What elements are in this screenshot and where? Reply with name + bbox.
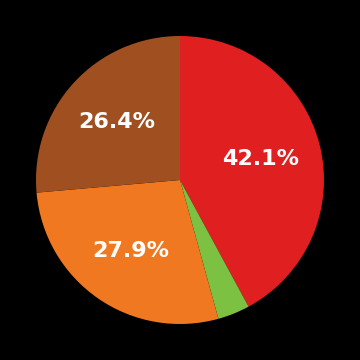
Wedge shape	[36, 36, 180, 193]
Wedge shape	[37, 180, 219, 324]
Text: 27.9%: 27.9%	[92, 241, 169, 261]
Text: 26.4%: 26.4%	[78, 112, 155, 132]
Wedge shape	[180, 36, 324, 307]
Wedge shape	[180, 180, 248, 319]
Text: 42.1%: 42.1%	[222, 149, 300, 170]
